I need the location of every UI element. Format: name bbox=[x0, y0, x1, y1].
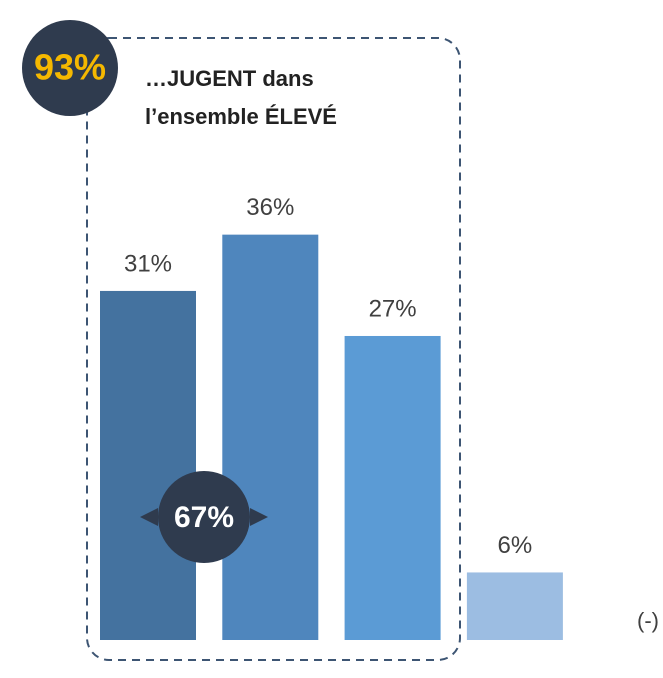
top-badge: 93% bbox=[34, 47, 106, 88]
bar bbox=[100, 290, 196, 640]
value-label: 36% bbox=[246, 194, 294, 221]
value-label: 27% bbox=[369, 295, 417, 322]
bar bbox=[466, 572, 563, 640]
heading: …JUGENT dans bbox=[145, 66, 314, 91]
heading: l’ensemble ÉLEVÉ bbox=[145, 104, 337, 129]
bar bbox=[222, 234, 319, 640]
bar bbox=[344, 335, 441, 640]
value-label: 31% bbox=[124, 250, 172, 277]
mid-badge: 67% bbox=[174, 501, 234, 534]
top-badge-circle bbox=[22, 20, 118, 116]
group-frame bbox=[86, 37, 461, 661]
mid-badge-group: 67% bbox=[140, 471, 268, 563]
mid-badge-circle bbox=[158, 471, 250, 563]
value-label: 6% bbox=[498, 532, 533, 559]
arrow-left bbox=[140, 508, 158, 526]
bars: 31% 36% 27% 6% bbox=[100, 194, 563, 640]
side-note: (-) bbox=[637, 608, 659, 633]
arrow-right bbox=[250, 508, 268, 526]
